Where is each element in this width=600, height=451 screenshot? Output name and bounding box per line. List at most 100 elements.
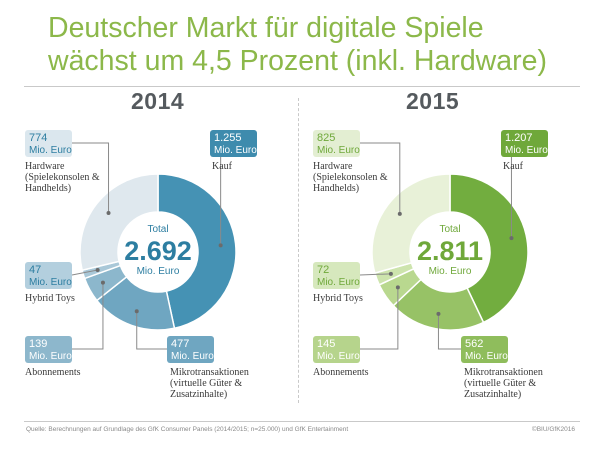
category-label-line: Kauf	[503, 161, 523, 172]
category-label-line: Zusatzinhalte)	[170, 389, 228, 400]
leader-dot-kauf-2015	[509, 236, 514, 241]
category-label-line: (virtuelle Güter &	[464, 378, 537, 389]
data-label-abo-2014: 139	[29, 338, 48, 350]
value-box-kauf-2014: 1.255 Mio. Euro	[210, 130, 257, 157]
category-label-abo-2014: Abonnements	[25, 367, 81, 378]
total-unit-2014: Mio. Euro	[136, 266, 180, 277]
category-label-line: Kauf	[212, 161, 232, 172]
category-label-line: Mikrotransaktionen	[464, 367, 543, 378]
leader-dot-hardware-2015	[397, 211, 402, 216]
panel-divider	[298, 98, 299, 403]
unit-label-mikro-2015: Mio. Euro	[465, 351, 508, 362]
value-box-abo-2014: 139 Mio. Euro	[25, 336, 72, 363]
data-label-mikro-2014: 477	[171, 338, 190, 350]
category-label-line: Handhelds)	[25, 183, 72, 194]
category-label-line: Abonnements	[313, 367, 369, 378]
data-label-hybrid-2014: 47	[29, 264, 42, 276]
leader-line-hybrid-2015	[359, 273, 391, 276]
category-label-mikro-2014: Mikrotransaktionen (virtuelle Güter & Zusa…	[170, 367, 249, 400]
leader-line-abo-2015	[360, 287, 399, 350]
category-label-line: Zusatzinhalte)	[464, 389, 522, 400]
category-label-hardware-2015: Hardware (Spielekonsolen & Handhelds)	[313, 161, 388, 194]
unit-label-hardware-2015: Mio. Euro	[317, 145, 360, 156]
total-label-2014: Total 2.692 Mio. Euro	[98, 224, 218, 278]
leader-dot-mikro-2014	[134, 309, 139, 314]
category-label-hybrid-2014: Hybrid Toys	[25, 293, 75, 304]
category-label-line: Abonnements	[25, 367, 81, 378]
category-label-line: (virtuelle Güter &	[170, 378, 243, 389]
total-value-2015: 2.811	[416, 236, 484, 266]
value-box-mikro-2015: 562 Mio. Euro	[461, 336, 508, 363]
category-label-line: Handhelds)	[313, 183, 360, 194]
data-label-kauf-2015: 1.207	[505, 132, 533, 144]
total-value-2014: 2.692	[124, 236, 192, 266]
leader-dot-abo-2014	[100, 280, 105, 285]
total-unit-2015: Mio. Euro	[428, 266, 472, 277]
category-label-line: Mikrotransaktionen	[170, 367, 249, 378]
leader-line-hardware-2015	[360, 142, 401, 214]
slice-kauf-2015	[449, 173, 529, 324]
leader-line-hybrid-2014	[71, 269, 98, 276]
leader-line-mikro-2015	[437, 313, 461, 350]
leader-dot-hybrid-2015	[388, 271, 393, 276]
category-label-hardware-2014: Hardware (Spielekonsolen & Handhelds)	[25, 161, 100, 194]
category-label-hybrid-2015: Hybrid Toys	[313, 293, 363, 304]
chart-title: Deutscher Markt für digitale Spiele wäch…	[48, 12, 588, 78]
value-box-kauf-2015: 1.207 Mio. Euro	[501, 130, 548, 157]
leader-dot-kauf-2014	[218, 243, 223, 248]
data-label-mikro-2015: 562	[465, 338, 484, 350]
leader-dot-hybrid-2014	[95, 268, 100, 273]
leader-line-mikro-2014	[136, 311, 167, 350]
total-label-2015: Total	[439, 224, 461, 235]
slice-hardware-2014	[79, 173, 159, 272]
unit-label-abo-2014: Mio. Euro	[29, 351, 72, 362]
value-box-mikro-2014: 477 Mio. Euro	[167, 336, 214, 363]
value-box-hardware-2015: 825 Mio. Euro	[313, 130, 360, 157]
unit-label-abo-2015: Mio. Euro	[317, 351, 360, 362]
slice-hardware-2015	[371, 173, 451, 274]
category-label-line: (Spielekonsolen &	[313, 172, 388, 183]
category-label-kauf-2015: Kauf	[503, 161, 523, 172]
source-note: Quelle: Berechnungen auf Grundlage des G…	[26, 426, 349, 433]
slice-kauf-2014	[157, 173, 237, 330]
leader-dot-hardware-2014	[106, 210, 111, 215]
value-box-hybrid-2014: 47 Mio. Euro	[25, 262, 72, 289]
category-label-line: Hybrid Toys	[25, 293, 75, 304]
leader-dot-mikro-2015	[436, 311, 441, 316]
total-label-2015: Total 2.811 Mio. Euro	[390, 224, 510, 278]
data-label-hardware-2014: 774	[29, 132, 48, 144]
year-2015-title: 2015	[406, 88, 460, 114]
category-label-line: Hybrid Toys	[313, 293, 363, 304]
data-label-hardware-2015: 825	[317, 132, 336, 144]
title-line-1: Deutscher Markt für digitale Spiele	[48, 12, 484, 44]
category-label-line: Hardware	[313, 161, 353, 172]
category-label-mikro-2015: Mikrotransaktionen (virtuelle Güter & Zusa…	[464, 367, 543, 400]
total-label-2014: Total	[147, 224, 169, 235]
year-2014-title: 2014	[131, 88, 185, 114]
value-box-hybrid-2015: 72 Mio. Euro	[313, 262, 360, 289]
category-label-kauf-2014: Kauf	[212, 161, 232, 172]
data-label-abo-2015: 145	[317, 338, 336, 350]
category-label-abo-2015: Abonnements	[313, 367, 369, 378]
data-label-kauf-2014: 1.255	[214, 132, 242, 144]
bottom-rule	[24, 421, 580, 422]
unit-label-kauf-2014: Mio. Euro	[214, 145, 257, 156]
unit-label-hardware-2014: Mio. Euro	[29, 145, 72, 156]
leader-line-hardware-2014	[72, 142, 110, 213]
data-label-hybrid-2015: 72	[317, 264, 330, 276]
leader-line-abo-2014	[72, 282, 104, 350]
unit-label-hybrid-2015: Mio. Euro	[317, 277, 360, 288]
category-label-line: (Spielekonsolen &	[25, 172, 100, 183]
title-line-2: wächst um 4,5 Prozent (inkl. Hardware)	[48, 45, 547, 77]
top-rule	[24, 86, 580, 87]
value-box-abo-2015: 145 Mio. Euro	[313, 336, 360, 363]
value-box-hardware-2014: 774 Mio. Euro	[25, 130, 72, 157]
copyright-note: ©BIU/GfK2016	[531, 426, 575, 433]
unit-label-mikro-2014: Mio. Euro	[171, 351, 214, 362]
unit-label-hybrid-2014: Mio. Euro	[29, 277, 72, 288]
unit-label-kauf-2015: Mio. Euro	[505, 145, 548, 156]
category-label-line: Hardware	[25, 161, 65, 172]
leader-dot-abo-2015	[395, 285, 400, 290]
